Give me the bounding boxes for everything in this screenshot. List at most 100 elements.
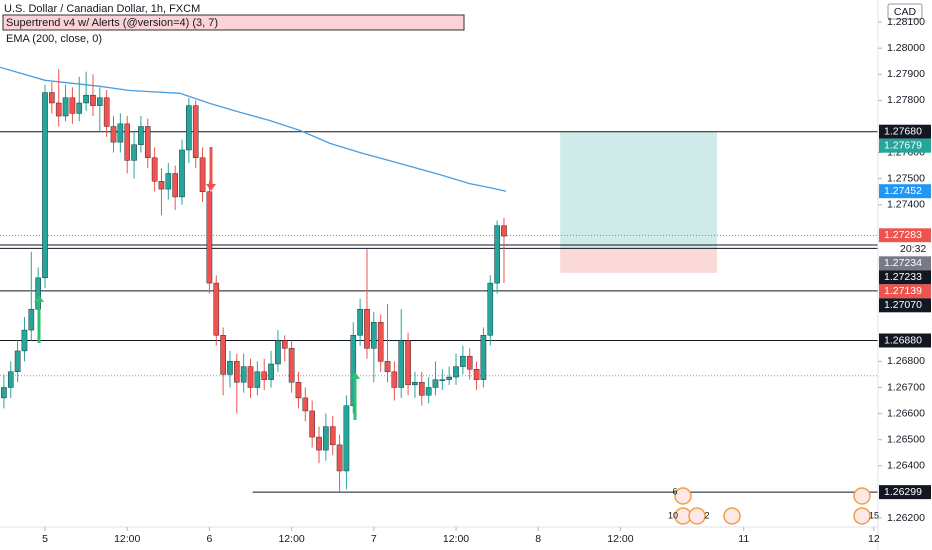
candle-body — [336, 444, 343, 472]
x-tick-label: 11 — [738, 533, 749, 545]
candle-body — [49, 92, 55, 104]
candle-body — [199, 157, 206, 192]
price-label: 1.27139 — [884, 285, 922, 297]
y-tick-label: 1.26200 — [887, 512, 925, 524]
price-label: 1.27234 — [884, 257, 922, 269]
price-label-box — [879, 284, 931, 299]
price-label-box — [879, 485, 931, 500]
candle-body — [364, 308, 370, 349]
candle-body — [377, 322, 384, 362]
indicator-label: EMA (200, close, 0) — [6, 33, 102, 45]
candle-body — [281, 340, 288, 349]
price-label: 1.27680 — [884, 125, 922, 137]
event-count: 6 — [672, 486, 677, 496]
candle-body — [261, 371, 268, 380]
price-label: 1.26880 — [884, 334, 922, 346]
y-tick-label: 1.27800 — [887, 94, 925, 106]
candle-body — [131, 144, 137, 161]
symbol-title: U.S. Dollar / Canadian Dollar, 1h, FXCM — [4, 3, 200, 15]
candle-body — [90, 94, 96, 106]
candle-body — [28, 308, 35, 331]
price-label-box — [879, 333, 931, 348]
price-label-box — [879, 298, 931, 313]
candle-body — [14, 350, 21, 373]
candle-body — [103, 97, 110, 127]
x-tick-label: 12:00 — [443, 533, 469, 545]
candle-body — [234, 361, 240, 383]
candle-body — [206, 191, 213, 284]
currency-box[interactable] — [887, 3, 923, 20]
price-label-box — [879, 184, 931, 199]
candle-body — [83, 94, 89, 104]
candle-body — [398, 340, 405, 388]
price-label: 1.27452 — [884, 185, 922, 197]
price-label-box — [879, 256, 931, 271]
candle-body — [165, 173, 172, 190]
candle-body — [172, 173, 178, 198]
x-tick-label: 12:00 — [278, 533, 304, 545]
x-tick-label: 6 — [206, 533, 212, 545]
candle-body — [220, 335, 226, 375]
candle-body — [117, 123, 124, 143]
y-tick-label: 1.26400 — [887, 460, 925, 472]
event-count: 2 — [704, 510, 709, 520]
candle-body — [473, 369, 480, 380]
price-label: 1.27679 — [884, 139, 922, 151]
candle-body — [453, 366, 459, 378]
x-tick-label: 12:00 — [114, 533, 140, 545]
event-icon — [853, 487, 871, 505]
y-tick-label: 1.26700 — [887, 381, 925, 393]
price-label: 1.26299 — [884, 486, 922, 498]
candle-body — [240, 366, 247, 383]
candle-body — [288, 348, 295, 383]
x-tick-label: 7 — [371, 533, 377, 545]
candle-body — [418, 382, 425, 396]
candle-body — [432, 379, 439, 388]
position-loss — [560, 248, 718, 273]
price-label-box — [879, 124, 931, 139]
candle-body — [275, 340, 281, 365]
countdown: 20:32 — [900, 243, 926, 255]
x-tick-label: 5 — [42, 533, 48, 545]
candle-body — [254, 371, 261, 388]
candle-body — [295, 382, 302, 399]
candle-body — [371, 322, 377, 349]
y-tick-label: 1.28100 — [887, 16, 925, 28]
price-label-box — [879, 270, 931, 285]
candle-body — [21, 329, 28, 352]
candle-body — [227, 361, 233, 375]
candle-body — [144, 126, 151, 158]
candle-body — [1, 387, 7, 399]
x-tick-label: 12:00 — [607, 533, 633, 545]
candle-body — [62, 97, 69, 117]
candle-body — [110, 126, 117, 143]
candle-body — [323, 426, 329, 451]
event-icon — [723, 507, 741, 525]
candle-body — [412, 382, 418, 386]
price-label: 1.27070 — [884, 299, 922, 311]
candle-body — [213, 282, 220, 336]
y-tick-label: 1.28000 — [887, 42, 925, 54]
y-tick-label: 1.26500 — [887, 433, 925, 445]
candle-body — [186, 105, 192, 151]
candle-body — [316, 436, 322, 451]
countdown-box — [879, 242, 931, 257]
event-icon — [688, 507, 706, 525]
signal-arrows — [34, 147, 360, 420]
candle-body — [268, 363, 274, 380]
candle-body — [384, 361, 391, 373]
candle-body — [55, 102, 62, 117]
candle-body — [329, 426, 336, 446]
indicator-label: Supertrend v4 w/ Alerts (@version=4) (3,… — [6, 17, 218, 29]
candle-body — [151, 157, 158, 182]
candle-body — [309, 410, 315, 438]
candle-body — [466, 355, 473, 370]
price-label-box — [879, 228, 931, 243]
indicator-box — [2, 14, 465, 31]
candle-body — [302, 397, 309, 412]
candle-body — [494, 225, 500, 284]
candle-body — [357, 308, 363, 336]
candle-body — [501, 225, 507, 237]
candle-body — [446, 376, 452, 380]
